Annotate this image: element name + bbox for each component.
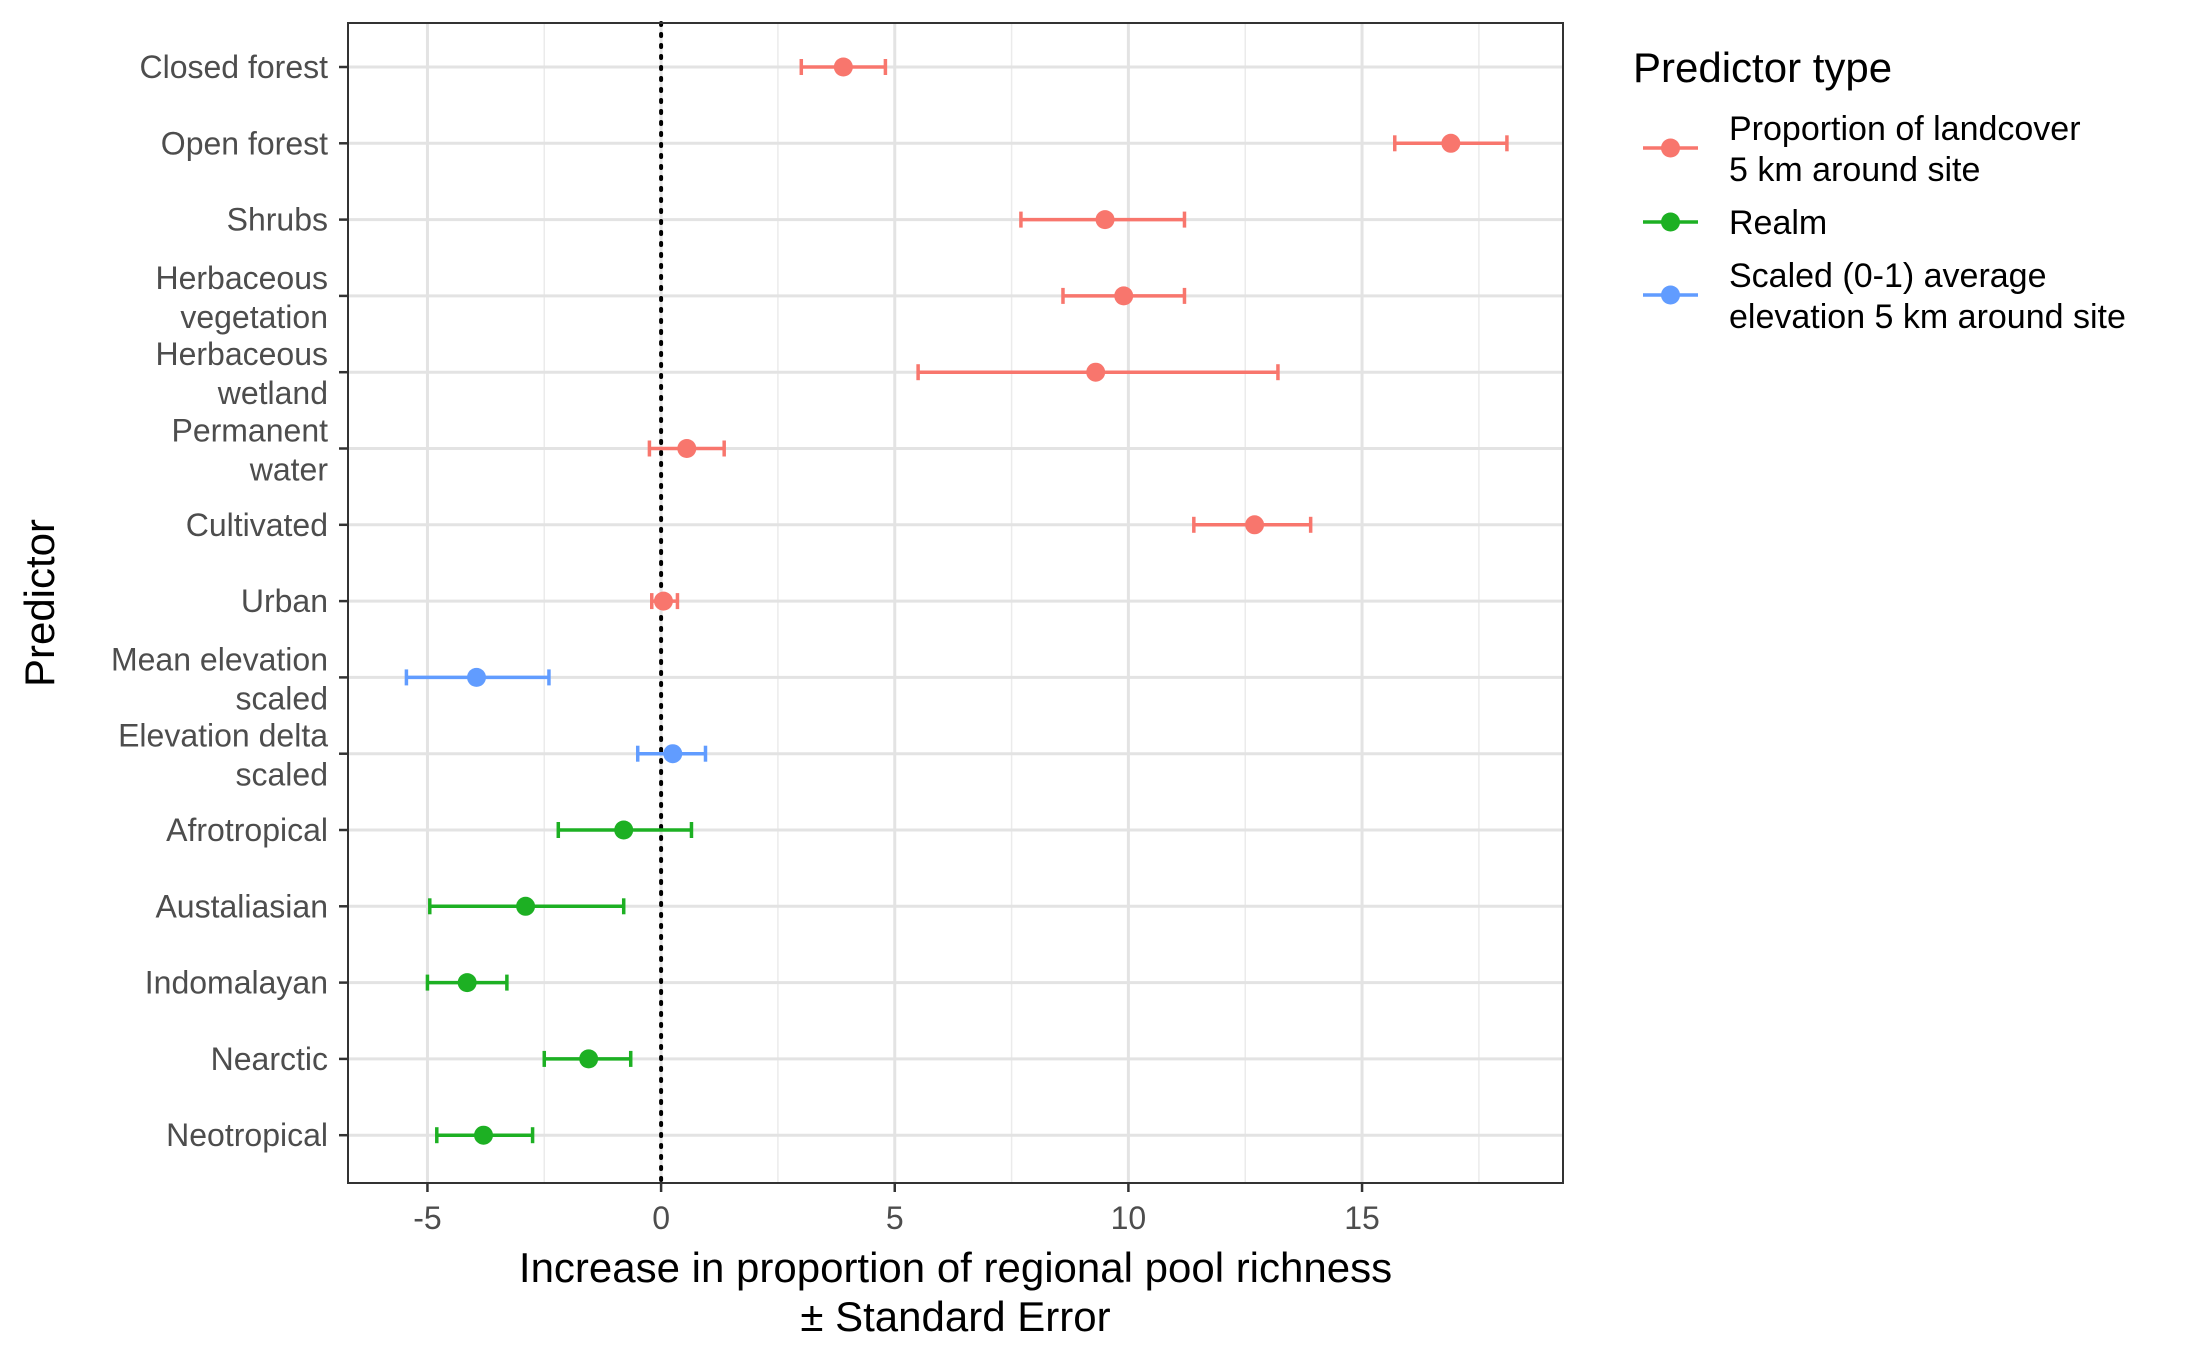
point-8 [467, 667, 487, 687]
point-14 [474, 1125, 494, 1145]
y-tick-label-3: Herbaceous vegetation [155, 260, 328, 335]
point-1 [1441, 133, 1461, 153]
legend-key-point-landcover [1661, 138, 1680, 158]
y-tick-label-12: Indomalayan [145, 965, 328, 1001]
point-5 [677, 439, 697, 458]
point-10 [614, 820, 634, 840]
point-group-6 [1192, 515, 1313, 535]
y-tick-label-1: Open forest [161, 125, 328, 161]
legend-label-landcover: Proportion of landcover 5 km around site [1729, 110, 2081, 189]
y-tick-label-8: Mean elevation scaled [111, 641, 328, 716]
y-axis: Closed forest Open forest Shrubs Herbaceous… [111, 49, 348, 1153]
legend-label-realm: Realm [1729, 204, 1827, 242]
y-tick-label-4: Herbaceous wetland [155, 336, 328, 411]
point-group-5 [647, 439, 726, 458]
grid [348, 23, 1563, 1183]
point-group-13 [542, 1049, 633, 1069]
legend-key-point-realm [1661, 212, 1680, 232]
y-tick-label-0: Closed forest [139, 49, 328, 85]
point-6 [1245, 515, 1265, 535]
point-13 [579, 1049, 599, 1069]
y-tick-label-11: Austaliasian [155, 888, 328, 924]
legend-item-landcover: Proportion of landcover 5 km around site [1643, 110, 2081, 189]
point-3 [1114, 286, 1134, 306]
x-tick-label-4: 15 [1344, 1200, 1380, 1236]
x-tick-label-2: 5 [886, 1200, 904, 1236]
point-11 [516, 896, 536, 916]
axis-titles: Increase in proportion of regional pool … [16, 519, 1392, 1340]
point-group-14 [435, 1125, 535, 1145]
y-tick-label-5: Permanent water [171, 413, 328, 488]
legend-key-point-elevation [1661, 285, 1680, 305]
point-group-7 [650, 591, 680, 611]
point-2 [1095, 210, 1115, 230]
point-group-12 [425, 973, 509, 993]
panel-border [347, 22, 1564, 1184]
y-tick-label-9: Elevation delta scaled [118, 718, 328, 793]
point-7 [653, 591, 673, 611]
x-axis: -5 0 5 10 15 [413, 1183, 1380, 1236]
x-tick-label-0: -5 [413, 1200, 441, 1236]
point-group-0 [799, 57, 888, 77]
point-group-3 [1061, 286, 1187, 306]
point-group-8 [404, 667, 551, 687]
point-group-11 [428, 896, 626, 916]
point-group-9 [635, 744, 708, 764]
point-0 [833, 57, 853, 77]
y-tick-label-6: Cultivated [186, 507, 328, 543]
point-4 [1086, 362, 1106, 382]
legend-item-elevation: Scaled (0-1) average elevation 5 km aroun… [1643, 257, 2126, 336]
x-tick-label-3: 10 [1111, 1200, 1147, 1236]
point-group-2 [1019, 210, 1187, 230]
y-tick-label-10: Afrotropical [166, 812, 328, 848]
legend-item-realm: Realm [1643, 204, 1827, 242]
legend: Predictor type Proportion of landcover 5 k… [1633, 44, 2126, 336]
y-tick-label-13: Nearctic [211, 1041, 328, 1077]
data-points [404, 57, 1509, 1145]
point-group-10 [556, 820, 694, 840]
y-tick-label-14: Neotropical [166, 1117, 328, 1153]
point-group-1 [1393, 133, 1509, 153]
y-tick-label-2: Shrubs [227, 202, 328, 238]
point-12 [457, 973, 477, 993]
point-group-4 [916, 362, 1280, 382]
x-axis-title: Increase in proportion of regional pool … [519, 1244, 1392, 1340]
y-tick-label-7: Urban [241, 583, 328, 619]
legend-label-elevation: Scaled (0-1) average elevation 5 km aroun… [1729, 257, 2126, 336]
legend-title: Predictor type [1633, 44, 1892, 91]
x-tick-label-1: 0 [652, 1200, 670, 1236]
point-9 [663, 744, 683, 764]
y-axis-title: Predictor [16, 519, 63, 687]
